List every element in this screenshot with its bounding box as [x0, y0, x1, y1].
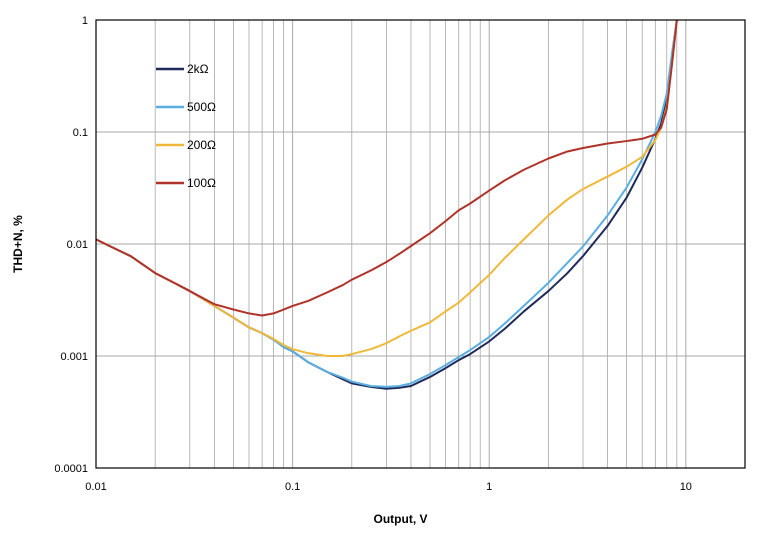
y-tick-label: 0.1 [73, 127, 88, 139]
legend-label: 200Ω [187, 138, 216, 152]
x-tick-label: 1 [486, 481, 492, 493]
legend-label: 100Ω [187, 176, 216, 190]
y-axis-title: THD+N, % [11, 215, 25, 273]
plot-area-frame [95, 19, 746, 469]
y-tick-label: 0.0001 [54, 463, 88, 475]
series-line-100Ω [95, 19, 678, 317]
x-tick-label: 0.1 [285, 481, 300, 493]
y-tick-label: 0.01 [67, 239, 88, 251]
x-tick-label: 0.01 [85, 481, 106, 493]
legend-label: 2kΩ [187, 62, 209, 76]
x-tick-label: 10 [680, 481, 692, 493]
legend-label: 500Ω [187, 100, 216, 114]
tick-labels: 0.01 0.1 1 10 1 0.1 0.01 0.001 0.0001 [54, 15, 692, 493]
series-lines [95, 19, 678, 390]
y-tick-label: 1 [82, 15, 88, 27]
x-axis-title: Output, V [374, 512, 428, 526]
series-line-200Ω [95, 19, 678, 357]
grid-lines [95, 19, 746, 469]
y-tick-label: 0.001 [60, 351, 88, 363]
legend: 2kΩ 500Ω 200Ω 100Ω [156, 62, 216, 190]
